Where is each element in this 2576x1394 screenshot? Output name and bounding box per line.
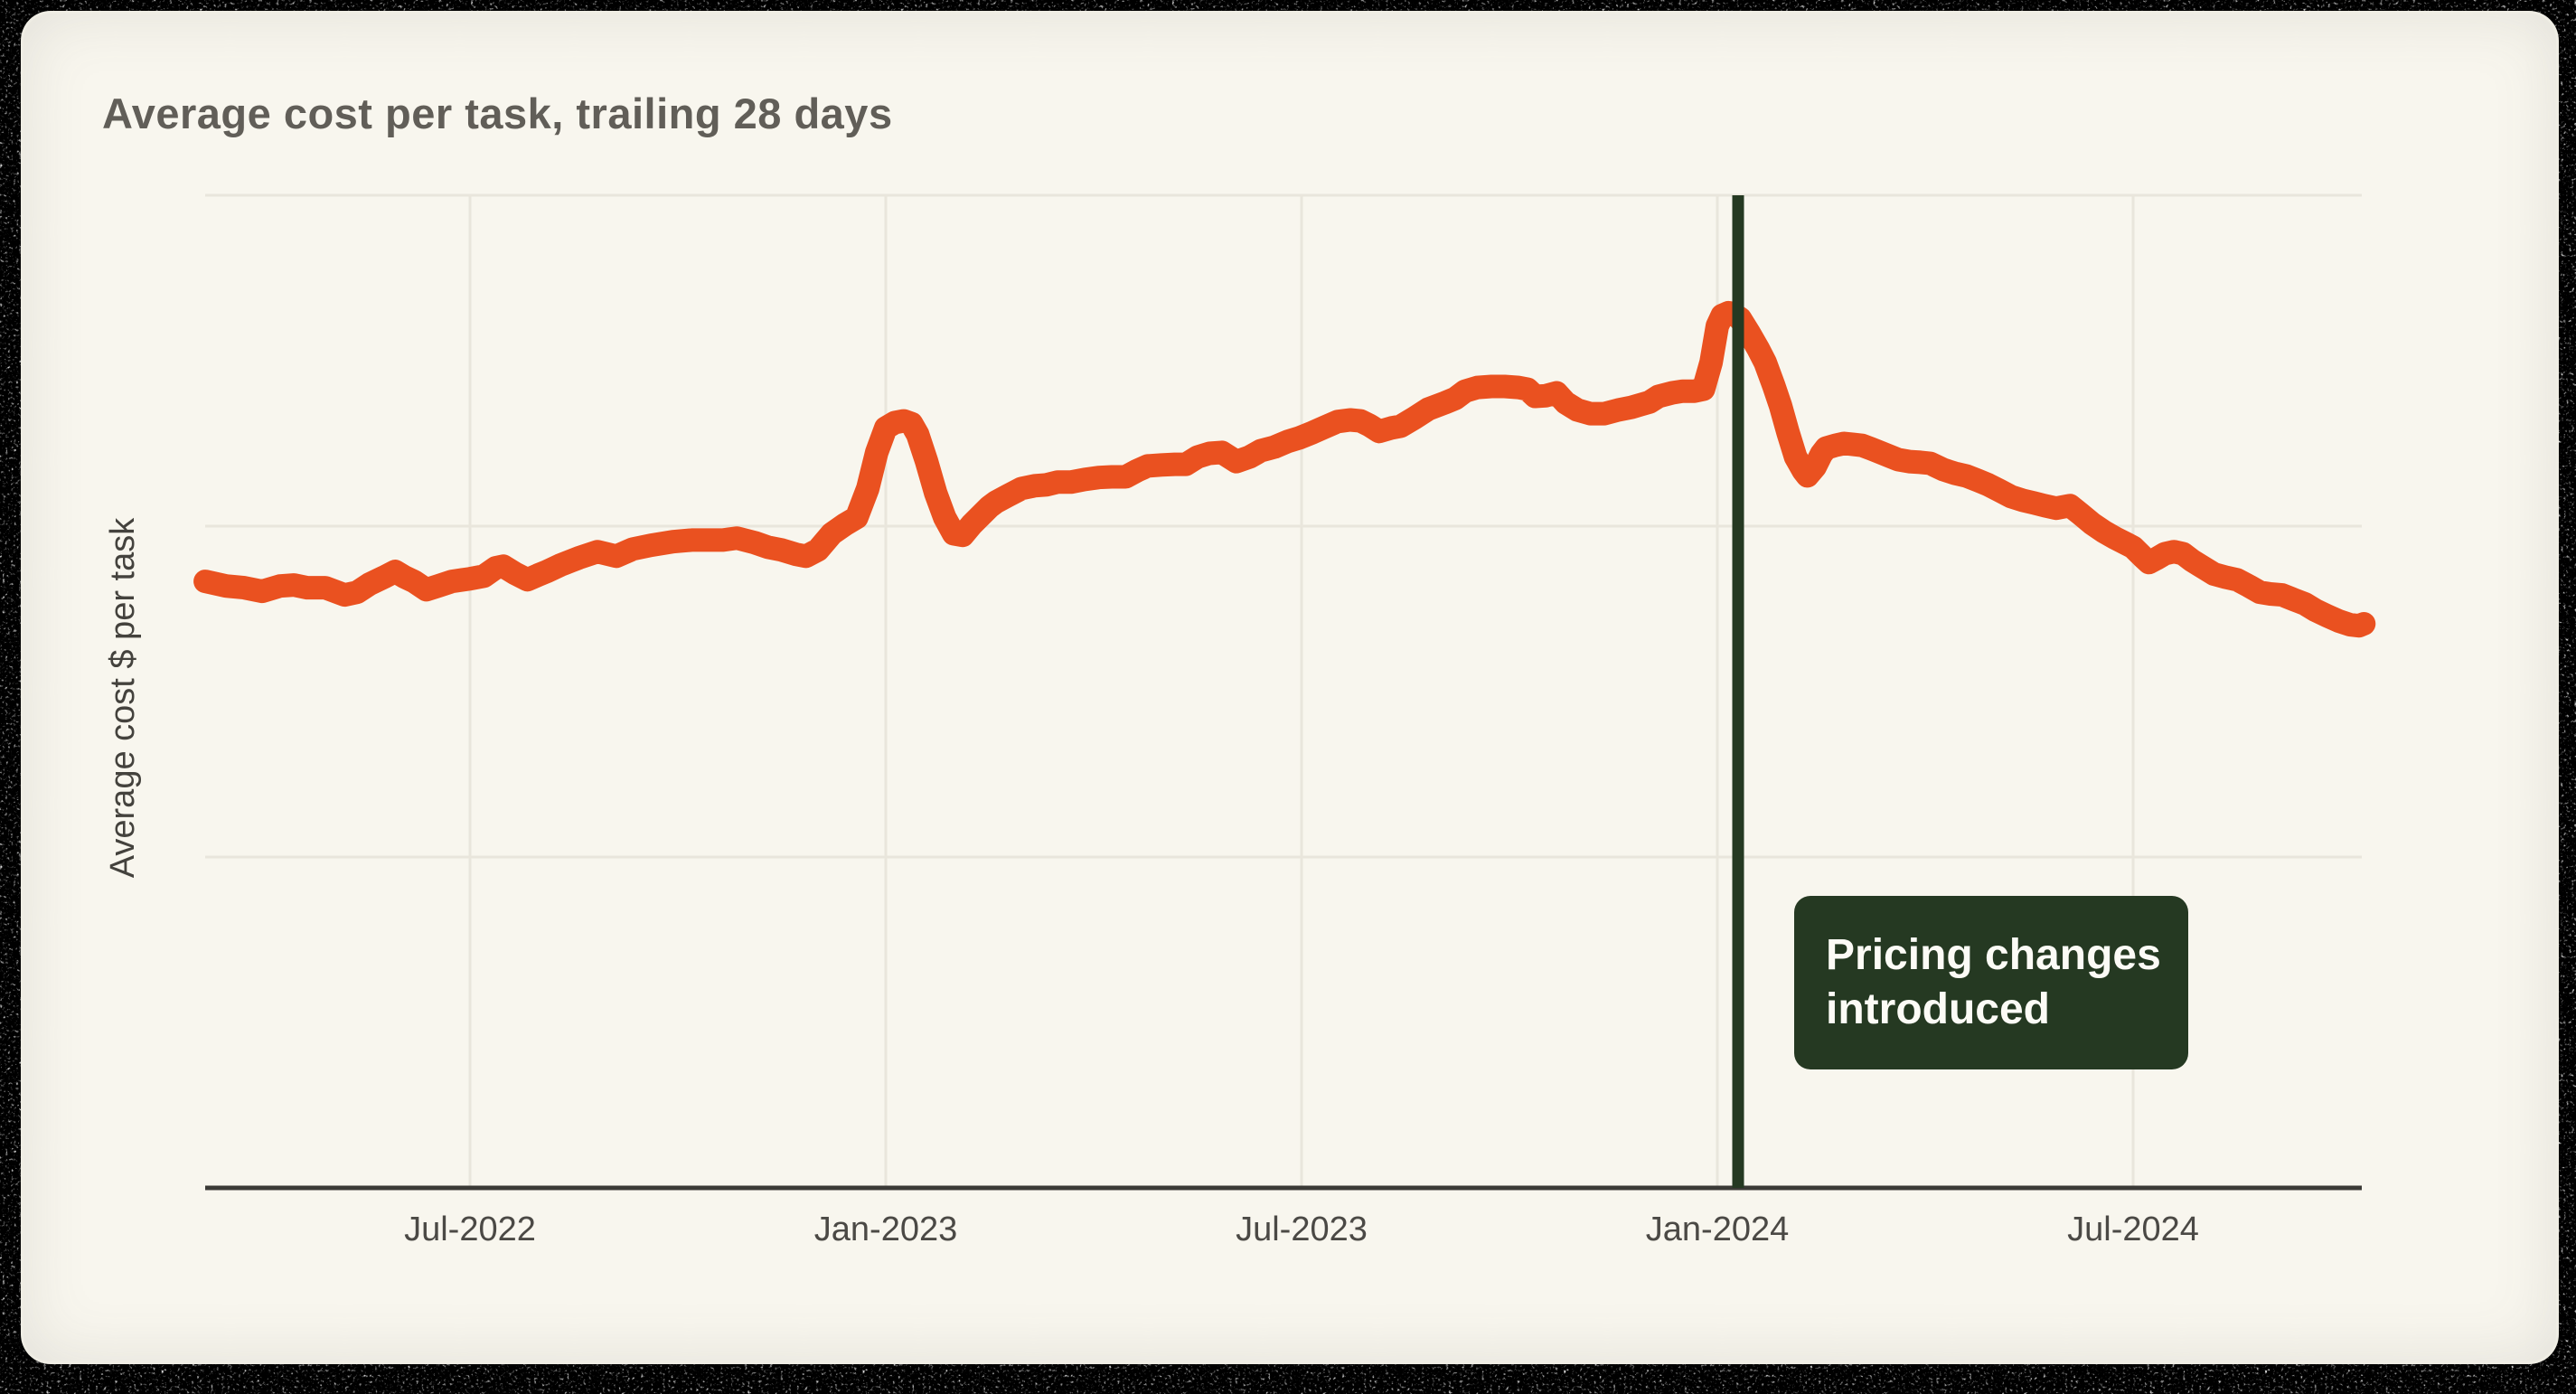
x-tick-label: Jul-2023 (1236, 1210, 1368, 1248)
cost-line-series (193, 300, 2376, 638)
x-tick-label: Jul-2022 (404, 1210, 536, 1248)
x-tick-label: Jul-2024 (2067, 1210, 2199, 1248)
pricing-annotation-box (1794, 896, 2188, 1069)
y-axis-label: Average cost $ per task (104, 517, 142, 879)
x-tick-label: Jan-2024 (1646, 1210, 1789, 1248)
pricing-annotation-text: Pricing changes (1826, 931, 2161, 979)
pricing-annotation-text: introduced (1826, 985, 2050, 1033)
chart-title: Average cost per task, trailing 28 days (102, 89, 893, 137)
x-tick-label: Jan-2023 (814, 1210, 957, 1248)
